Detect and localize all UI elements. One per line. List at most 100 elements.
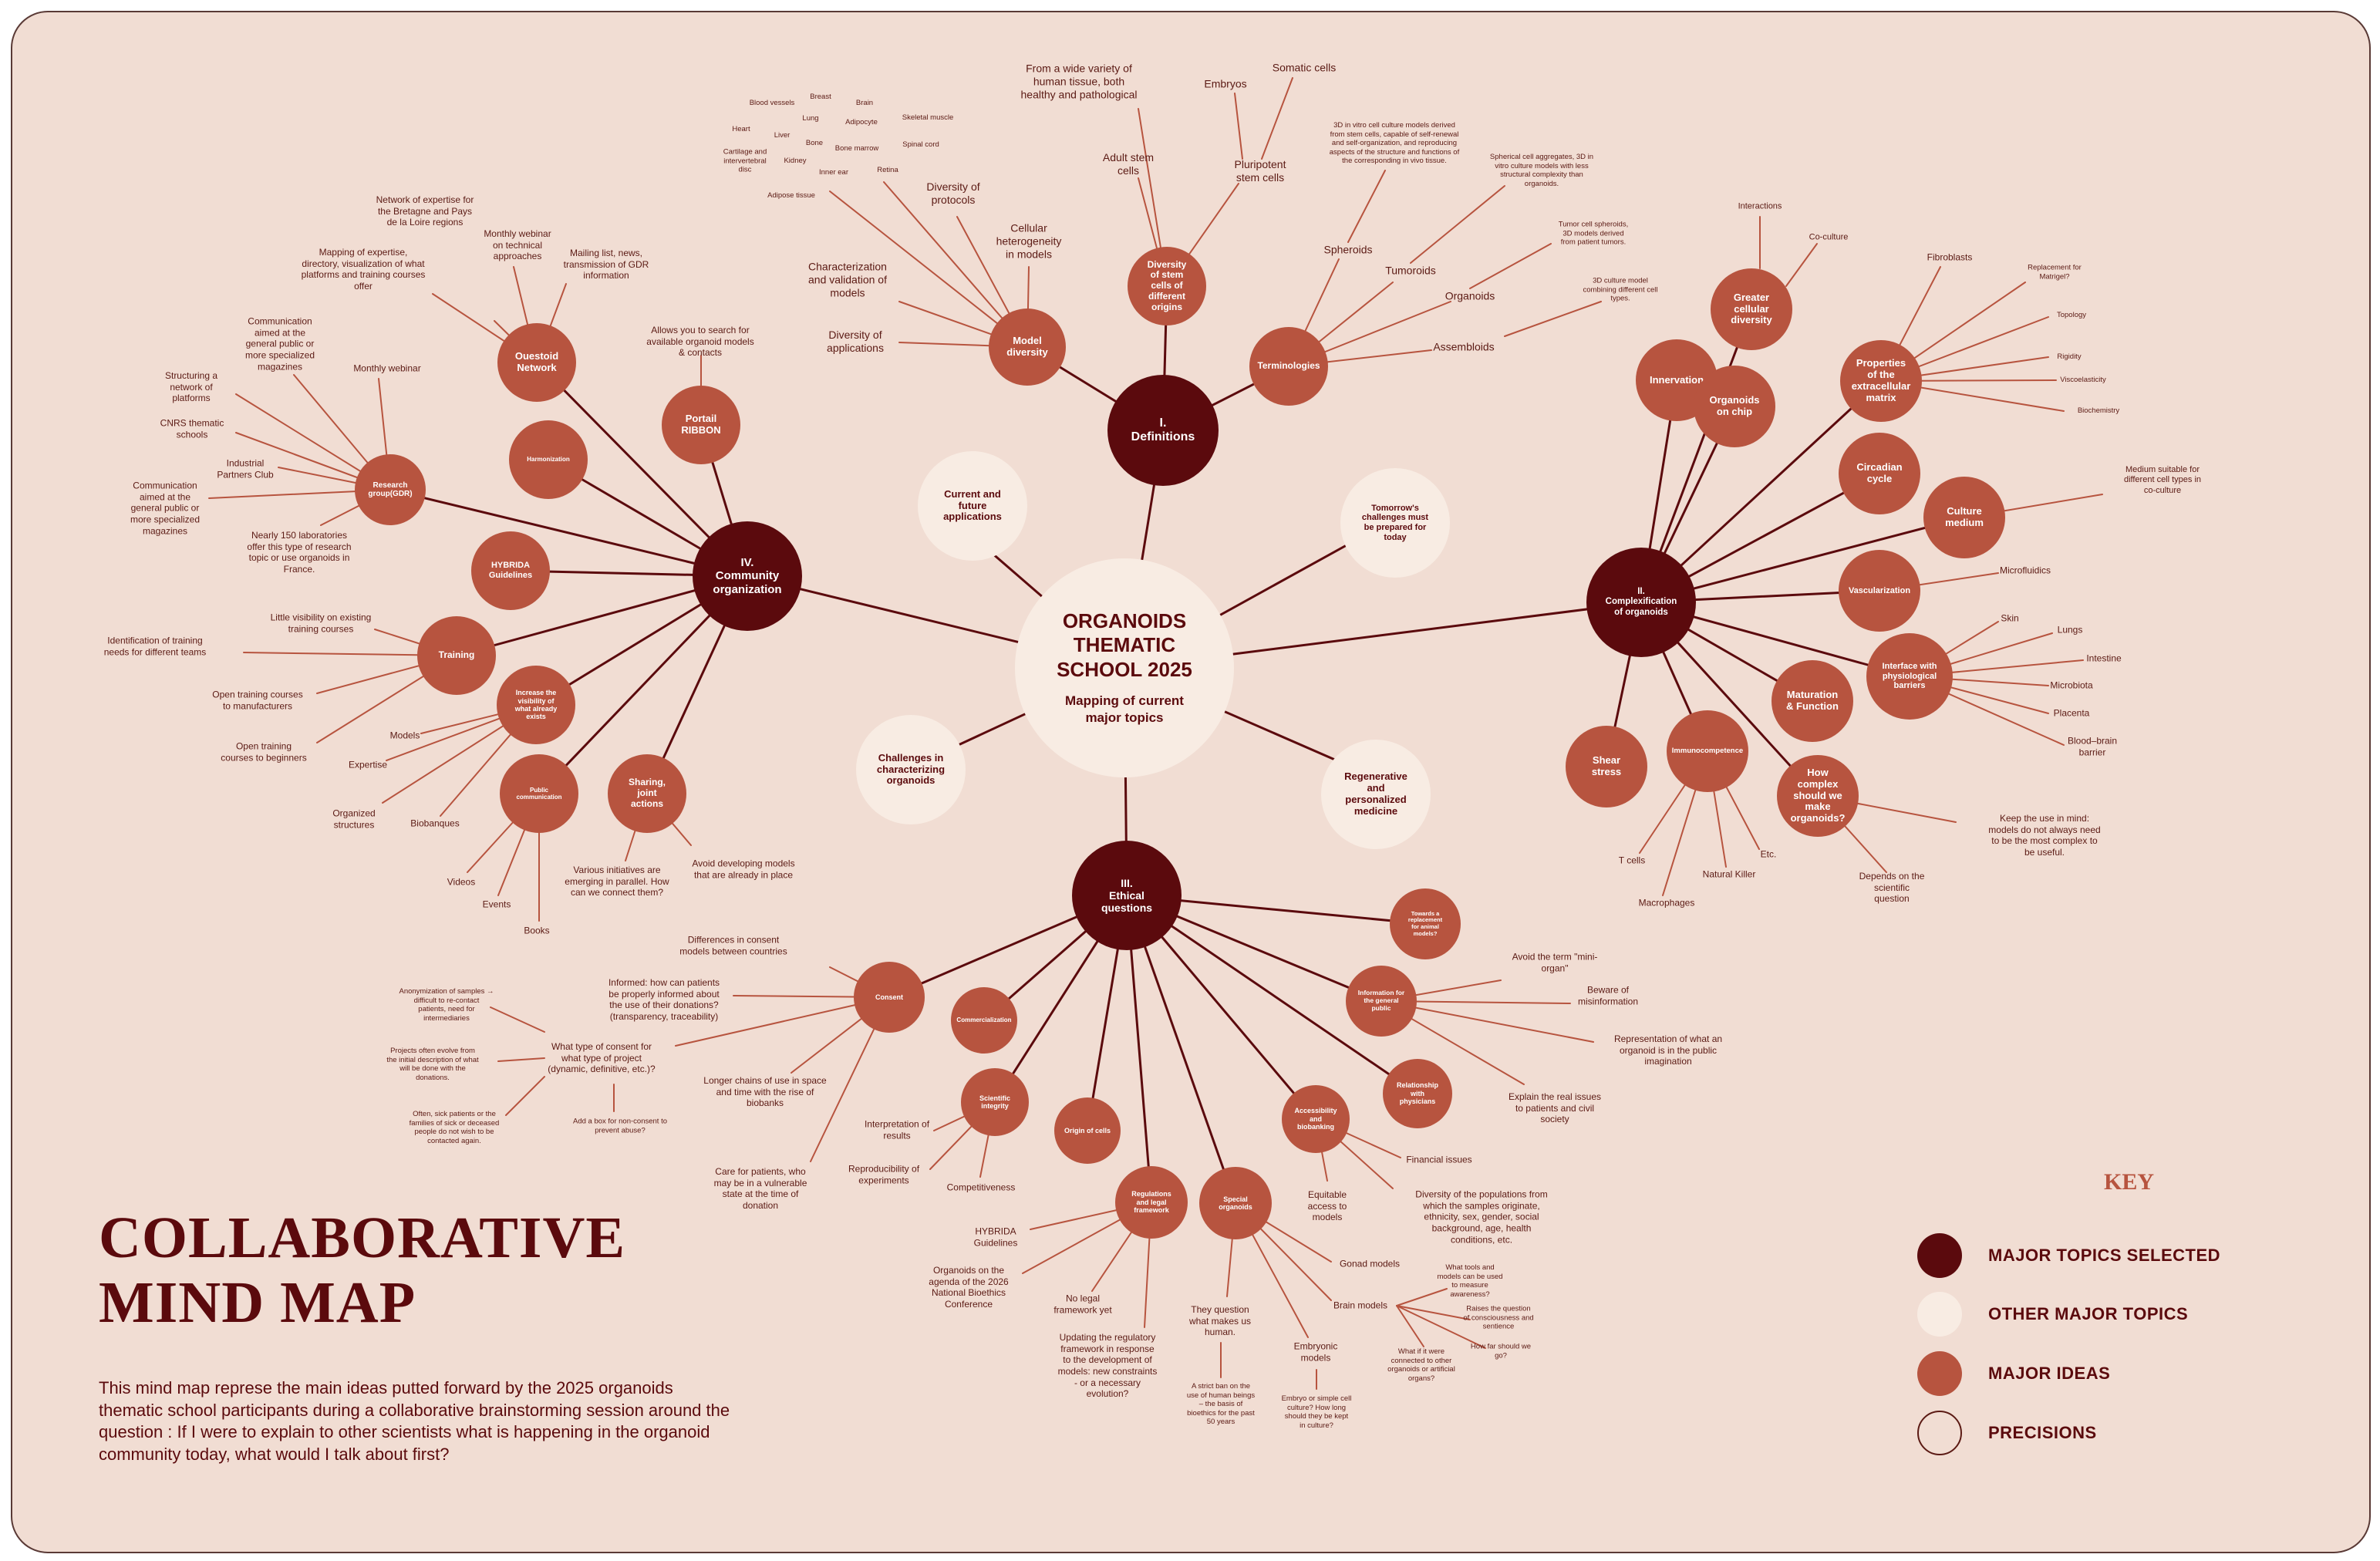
precision-label: Biochemistry [2077,406,2120,416]
precision-label: Breast [810,93,831,102]
precision-label: Industrial Partners Club [217,457,274,480]
precision-label: Retina [877,166,898,175]
connector-line [1396,1305,1471,1320]
other-topic-node: Current and future applications [918,451,1027,561]
page-description: This mind map represe the main ideas put… [99,1378,730,1464]
idea-node: Origin of cells [1054,1097,1121,1164]
precision-label: Mailing list, news, transmission of GDR … [563,248,649,282]
precision-label: Inner ear [818,168,849,177]
other-topic-node: Regenerative and personalized medicine [1321,740,1431,849]
precision-label: Gonad models [1339,1258,1401,1269]
idea-node: Information for the general public [1346,966,1417,1037]
precision-label: Equitable access to models [1307,1189,1347,1223]
connector-line [1469,243,1552,289]
connector-line [829,190,1028,348]
precision-label: Diversity of protocols [926,180,980,206]
key-item-major-topics-selected: MAJOR TOPICS SELECTED [1917,1233,2220,1278]
precision-label: Structuring a network of platforms [164,370,218,404]
precision-label: Brain models [1333,1300,1388,1311]
idea-node: Relationship with physicians [1383,1059,1452,1128]
precision-label: Interpretation of results [864,1118,930,1141]
precision-label: 3D culture model combining different cel… [1583,276,1658,303]
precision-label: HYBRIDA Guidelines [973,1226,1018,1248]
idea-node: Sharing, joint actions [608,754,686,833]
idea-node: Special organoids [1199,1167,1272,1239]
idea-node: Shear stress [1566,726,1647,807]
precision-label: Nearly 150 laboratories offer this type … [247,529,352,575]
precision-label: Depends on the scientific question [1859,871,1925,905]
precision-label: Medium suitable for different cell types… [2123,464,2202,495]
key-swatch [1917,1233,1962,1278]
connector-line [1380,1000,1594,1043]
precision-label: Network of expertise for the Bretagne an… [376,194,474,228]
precision-label: Explain the real issues to patients and … [1508,1091,1602,1125]
precision-label: Informed: how can patients be properly i… [608,976,720,1022]
connector-line [1396,1305,1424,1347]
precision-label: Pluripotent stem cells [1234,157,1286,184]
precision-label: Monthly webinar on technical approaches [484,228,551,262]
precision-label: Models [389,730,420,741]
precision-label: Blood vessels [749,99,795,108]
idea-node: Diversity of stem cells of different ori… [1128,247,1206,325]
precision-label: Communication aimed at the general publi… [244,315,315,372]
idea-node: Greater cellular diversity [1711,268,1792,350]
precision-label: Reproducibility of experiments [848,1163,920,1185]
precision-label: Macrophages [1638,897,1695,909]
idea-node: Regulations and legal framework [1115,1166,1188,1239]
precision-label: Embryos [1204,77,1247,90]
key-label: PRECISIONS [1988,1423,2097,1442]
precision-label: Raises the question of consciousness and… [1463,1304,1534,1331]
key-item-precisions: PRECISIONS [1917,1411,2097,1455]
precision-label: Topology [2056,311,2087,320]
major-topic-node: III. Ethical questions [1072,841,1182,950]
idea-node: HYBRIDA Guidelines [471,531,550,610]
idea-node: Circadian cycle [1839,433,1920,514]
precision-label: Projects often evolve from the initial d… [386,1046,479,1082]
idea-node: Maturation & Function [1772,660,1853,742]
idea-node: Properties of the extracellular matrix [1840,340,1922,422]
precision-label: Interactions [1738,201,1782,211]
precision-label: Events [482,899,511,910]
precision-label: Tumoroids [1385,264,1436,277]
other-topic-node: Tomorrow's challenges must be prepared f… [1340,468,1450,578]
idea-node: How complex should we make organoids? [1777,755,1859,837]
precision-label: Anonymization of samples → difficult to … [399,986,494,1023]
precision-label: Fibroblasts [1927,251,1973,263]
precision-label: How far should we go? [1470,1342,1532,1360]
precision-label: Spherical cell aggregates, 3D in vitro c… [1489,152,1594,188]
precision-label: Microbiota [2050,679,2093,691]
idea-node: Increase the visibility of what already … [497,666,575,744]
precision-label: Embryo or simple cell culture? How long … [1281,1394,1352,1430]
precision-label: Cellular heterogeneity in models [996,221,1062,261]
idea-node: Scientific integrity [961,1068,1029,1136]
precision-label: Beware of misinformation [1577,984,1639,1006]
precision-label: Biobanques [410,818,460,829]
precision-label: Diversity of applications [827,328,884,354]
connector-line [1504,301,1602,337]
precision-label: Updating the regulatory framework in res… [1057,1332,1158,1400]
precision-label: Longer chains of use in space and time w… [703,1075,827,1109]
precision-label: Bone marrow [834,144,879,153]
idea-node: Culture medium [1923,477,2005,558]
idea-node: Interface with physiological barriers [1866,633,1953,720]
precision-label: Open training courses to manufacturers [212,689,303,711]
precision-label: Heart [732,125,750,134]
major-topic-node: II. Complexification of organoids [1586,548,1696,657]
connector-line [505,1076,545,1116]
precision-label: Liver [774,131,791,140]
precision-label: Bone [805,139,824,148]
precision-label: Differences in consent models between co… [679,934,787,956]
precision-label: Representation of what an organoid is in… [1613,1033,1723,1067]
precision-label: Co-culture [1809,232,1849,242]
key-item-major-ideas: MAJOR IDEAS [1917,1351,2110,1396]
precision-label: Often, sick patients or the families of … [409,1109,500,1145]
key-label: MAJOR TOPICS SELECTED [1988,1246,2221,1265]
idea-node: Training [417,616,496,695]
precision-label: Diversity of the populations from which … [1415,1188,1548,1245]
precision-label: Organoids on the agenda of the 2026 Nati… [929,1264,1009,1310]
connector-line [1785,243,1818,287]
central-topic: ORGANOIDS THEMATIC SCHOOL 2025 Mapping of… [1015,558,1234,777]
precision-label: Various initiatives are emerging in para… [565,865,669,899]
idea-node: Vascularization [1839,550,1920,632]
connector-line [1396,1305,1486,1349]
